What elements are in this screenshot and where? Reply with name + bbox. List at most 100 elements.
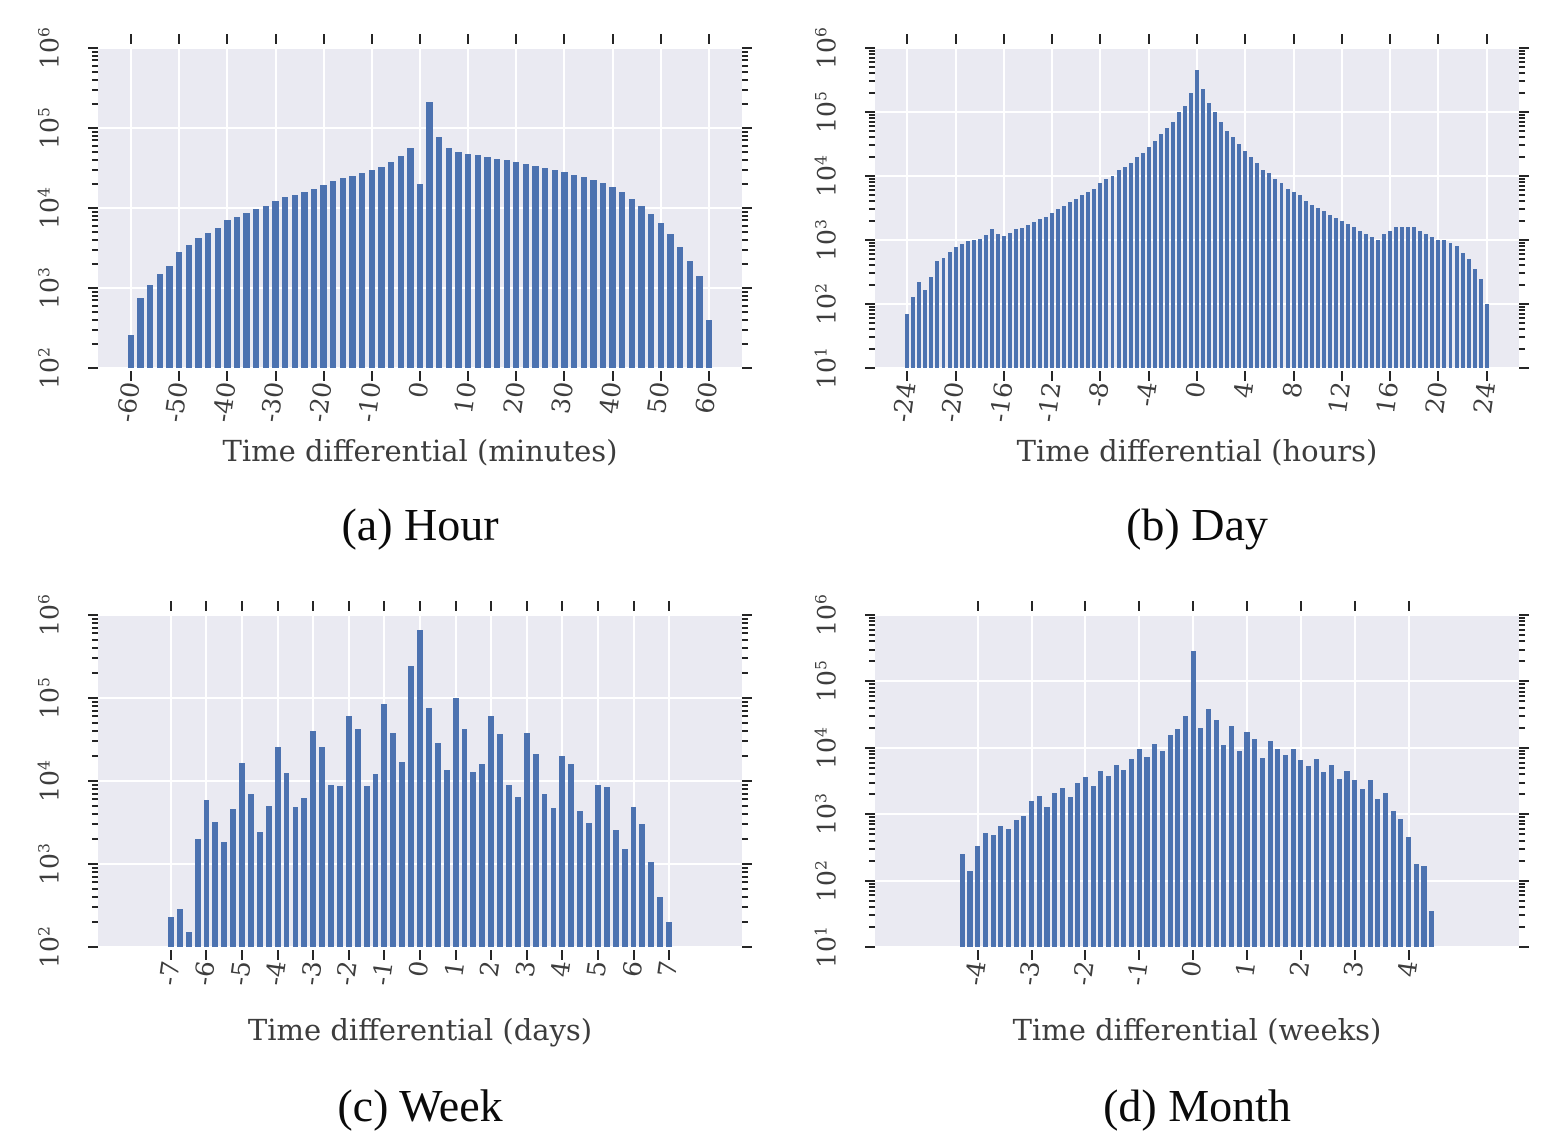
histogram-bar (1067, 797, 1073, 947)
x-tick-major-bottom (1437, 371, 1440, 381)
x-tick-major-top (596, 601, 599, 611)
y-tick-minor-left (92, 740, 98, 743)
y-tick-minor-right (742, 54, 748, 57)
histogram-bar (281, 197, 289, 368)
histogram-bar (1005, 829, 1012, 947)
x-tick-label-text: 2 (474, 958, 506, 979)
y-tick-minor-right (1519, 117, 1525, 120)
histogram-bar (319, 746, 326, 947)
histogram-bar (488, 716, 495, 947)
histogram-bar (911, 296, 916, 368)
y-tick-minor-left (869, 241, 875, 244)
y-tick-minor-left (869, 219, 875, 222)
x-tick-major-top (668, 601, 671, 611)
y-tick-minor-right (1519, 624, 1525, 627)
histogram-bar (1359, 788, 1365, 947)
histogram-bar (1327, 214, 1332, 368)
x-tick-label-text: 60 (690, 379, 724, 416)
x-tick-label-text: 4 (1392, 958, 1423, 979)
x-tick-major-top (419, 34, 421, 44)
y-tick-minor-right (742, 715, 748, 718)
y-tick-minor-right (742, 638, 748, 641)
gridline-vertical (1030, 615, 1033, 947)
histogram-bar (1213, 112, 1218, 368)
histogram-bar (1306, 766, 1312, 947)
y-tick-minor-right (742, 792, 748, 795)
y-tick-minor-left (869, 61, 875, 64)
histogram-bar (628, 198, 636, 368)
y-tick-minor-left (869, 194, 875, 197)
y-tick-minor-left (92, 804, 98, 807)
histogram-bar (959, 854, 965, 947)
x-tick-label-text: 0 (403, 379, 435, 400)
histogram-bar (176, 252, 183, 368)
y-tick-minor-right (742, 672, 748, 674)
y-tick-minor-left (869, 749, 875, 752)
x-tick-label-text: -3 (1013, 958, 1046, 988)
y-tick-minor-left (869, 633, 875, 636)
histogram-bar (1478, 278, 1483, 368)
histogram-bar (1231, 137, 1236, 368)
y-tick-minor-right (742, 740, 748, 743)
y-tick-minor-right (1519, 322, 1525, 325)
y-tick-major-left (88, 207, 98, 209)
histogram-bar (1144, 757, 1150, 947)
y-tick-major-right (1519, 680, 1529, 683)
x-tick-major-bottom (1099, 371, 1102, 381)
x-tick-major-bottom (205, 950, 208, 960)
y-tick-label-text: 104 (35, 760, 65, 802)
y-tick-minor-right (1519, 620, 1525, 623)
histogram-bar (542, 168, 549, 368)
histogram-bar (1198, 727, 1204, 947)
y-tick-minor-right (1519, 827, 1525, 830)
gridline-vertical (1002, 48, 1005, 368)
y-tick-minor-right (1519, 264, 1525, 267)
histogram-bar (1068, 202, 1073, 368)
histogram-bar (989, 229, 994, 368)
y-tick-minor-right (742, 709, 748, 712)
histogram-bar (1050, 213, 1055, 368)
histogram-bar (971, 240, 976, 368)
y-tick-minor-left (869, 136, 875, 139)
x-tick-label-text: -12 (1032, 379, 1067, 424)
histogram-bar (1398, 818, 1404, 947)
y-tick-major-left (88, 697, 98, 699)
y-tick-major-right (742, 697, 752, 699)
histogram-bar (399, 761, 406, 947)
histogram-bar (1282, 754, 1289, 947)
x-tick-major-top (1138, 601, 1141, 611)
y-tick-minor-left (92, 311, 98, 314)
histogram-bar (1032, 222, 1036, 368)
y-tick-major-left (865, 813, 875, 816)
histogram-bar (1382, 792, 1389, 947)
histogram-bar (551, 170, 559, 368)
histogram-bar (1190, 650, 1196, 947)
y-tick-minor-right (1519, 258, 1525, 261)
y-tick-minor-right (1519, 914, 1525, 917)
y-tick-major-right (1519, 175, 1529, 177)
x-tick-major-bottom (383, 950, 386, 960)
histogram-bar (1188, 92, 1193, 368)
y-tick-minor-left (869, 189, 875, 192)
histogram-bar (194, 839, 201, 947)
histogram-bar (1303, 201, 1308, 368)
y-tick-minor-left (869, 926, 875, 928)
histogram-bar (1052, 792, 1058, 947)
y-tick-minor-left (869, 766, 875, 769)
histogram-bar (982, 833, 988, 947)
y-tick-minor-right (1519, 125, 1525, 128)
x-tick-label-text: -40 (207, 379, 242, 424)
y-tick-label-text: 103 (35, 267, 65, 309)
histogram-bar (212, 822, 219, 947)
gridline-vertical (906, 48, 909, 368)
y-tick-minor-left (869, 894, 875, 897)
histogram-bar (638, 206, 645, 368)
histogram-bar (1195, 70, 1199, 368)
histogram-bar (417, 629, 423, 947)
histogram-bar (1236, 750, 1242, 947)
panel-caption-hour: (a) Hour (341, 499, 499, 550)
x-tick-label-text: -20 (935, 379, 970, 424)
gridline-vertical (226, 48, 229, 368)
x-tick-label-text: 0 (1176, 958, 1208, 979)
x-tick-major-top (419, 601, 421, 611)
